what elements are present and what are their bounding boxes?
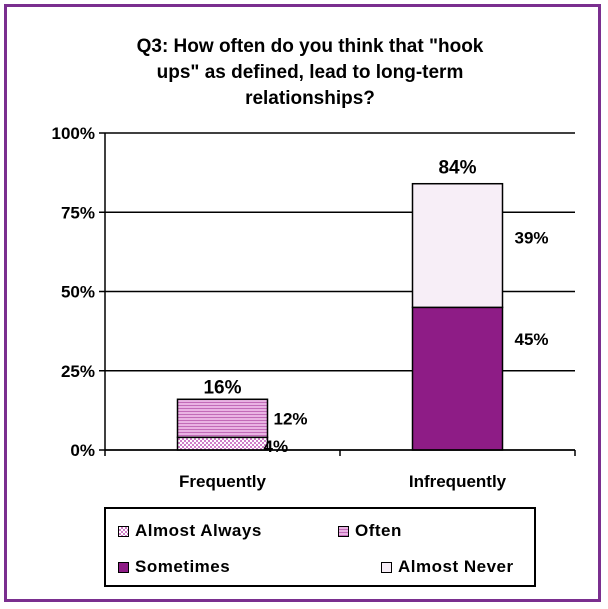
- bar-segment-almost-always: [176, 436, 269, 451]
- legend: Almost Always Often Sometimes Almost Nev…: [104, 507, 536, 587]
- y-tick-label: 100%: [52, 124, 95, 143]
- chart-title-line-2: ups" as defined, lead to long-term: [156, 62, 464, 83]
- y-tick-label: 0%: [70, 441, 95, 460]
- data-label-frequently-almost-always: 4%: [264, 437, 289, 456]
- legend-label-almost-never: Almost Never: [398, 557, 514, 576]
- legend-label-sometimes: Sometimes: [135, 557, 231, 576]
- legend-label-often: Often: [355, 521, 402, 540]
- legend-label-almost-always: Almost Always: [135, 521, 262, 540]
- chart-title: Q3: How often do you think that "hook up…: [60, 34, 560, 112]
- data-label-infrequently-total: 84%: [438, 158, 476, 179]
- legend-swatch-sometimes: [118, 561, 129, 573]
- data-label-infrequently-almost-never: 39%: [515, 229, 549, 248]
- legend-item-often: Often: [338, 521, 402, 541]
- bar-segment-often: [176, 398, 269, 439]
- data-label-infrequently-sometimes: 45%: [515, 330, 549, 349]
- legend-item-almost-never: Almost Never: [381, 557, 514, 577]
- legend-item-almost-always: Almost Always: [118, 521, 262, 541]
- bar-segment-sometimes: [411, 306, 504, 451]
- x-category-label: Frequently: [179, 472, 266, 491]
- y-tick-label: 50%: [61, 283, 95, 302]
- data-label-frequently-often: 12%: [274, 409, 308, 428]
- bar-segment-almost-never: [411, 182, 504, 309]
- data-label-frequently-total: 16%: [203, 377, 241, 398]
- y-tick-label: 75%: [61, 203, 95, 222]
- chart-title-line-1: Q3: How often do you think that "hook: [136, 36, 484, 57]
- legend-item-sometimes: Sometimes: [118, 557, 230, 577]
- legend-swatch-almost-always: [118, 525, 129, 537]
- legend-swatch-often: [338, 525, 349, 537]
- x-category-label: Infrequently: [409, 472, 507, 491]
- legend-swatch-almost-never: [381, 561, 392, 573]
- chart-title-line-3: relationships?: [245, 88, 375, 109]
- y-tick-label: 25%: [61, 362, 95, 381]
